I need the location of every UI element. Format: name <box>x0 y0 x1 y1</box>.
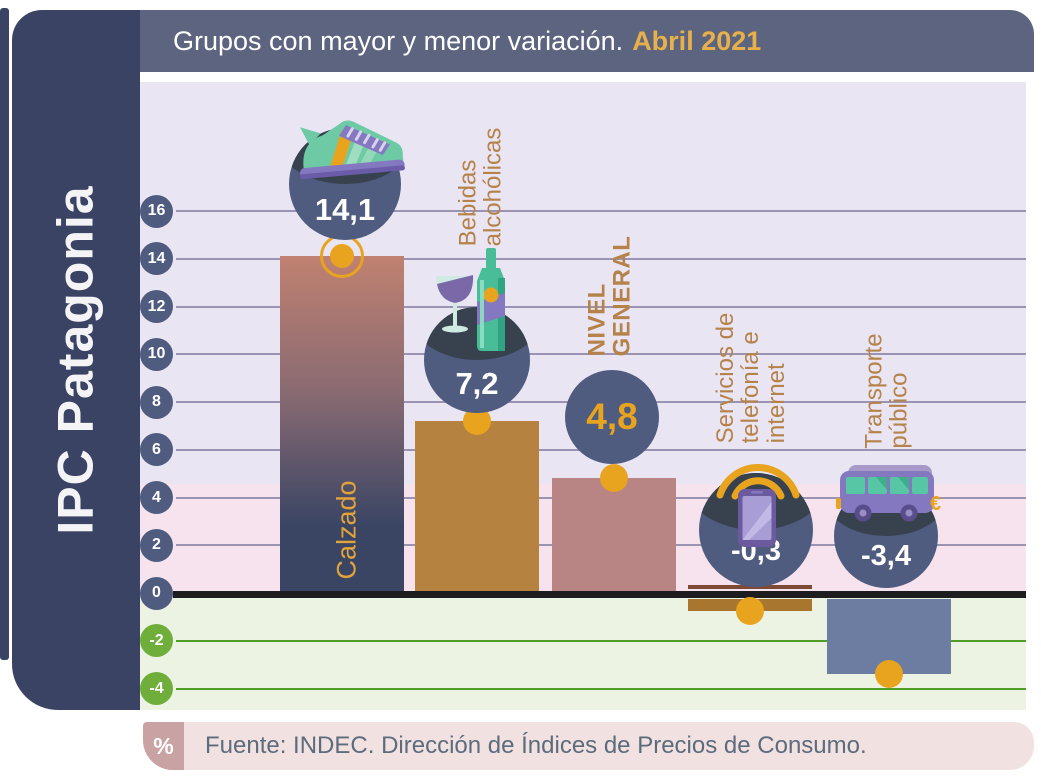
value-transporte: -3,4 <box>861 540 911 572</box>
bar-bebidas-alcoholicas <box>415 421 539 593</box>
value-calzado: 14,1 <box>314 192 376 227</box>
y-tick-10: 10 <box>140 337 173 371</box>
category-label-transporte-publico: Transporte público <box>860 333 913 449</box>
smartphone-icon <box>738 489 776 547</box>
gridline--4 <box>176 687 1026 690</box>
left-accent-strip <box>0 8 9 660</box>
y-tick-4: 4 <box>140 481 173 514</box>
y-tick-0: 0 <box>140 576 173 610</box>
marker-dot-servicios-telefonia-internet <box>736 597 764 625</box>
chart-title: Grupos con mayor y menor variación. <box>173 25 624 56</box>
bar-nivel-general <box>552 478 676 593</box>
gridline-12 <box>176 305 1026 308</box>
telefonia-bar-topline <box>688 585 812 589</box>
sidebar: IPC Patagonia <box>12 10 140 710</box>
source-text: Fuente: INDEC. Dirección de Índices de P… <box>205 732 867 759</box>
wine-bottle-glass-icon <box>436 248 505 351</box>
y-tick-14: 14 <box>140 242 173 276</box>
svg-text:€: € <box>930 493 941 515</box>
marker-dot-nivel-general <box>600 464 628 493</box>
category-label-bebidas-alcoholicas: Bebidas alcohólicas <box>454 127 507 247</box>
y-tick-6: 6 <box>140 433 173 467</box>
zero-axis-line <box>173 591 1026 598</box>
gridline-14 <box>176 257 1026 260</box>
value-circle-nivel-general: 4,8 <box>565 370 659 464</box>
gridline--2 <box>176 639 1026 642</box>
marker-dot-transporte-publico <box>875 660 903 689</box>
value-nivel-general: 4,8 <box>586 396 638 437</box>
category-label-servicios-telefonia-internet: Servicios de telefonía e internet <box>711 312 790 444</box>
chart-title-period: Abril 2021 <box>632 25 762 56</box>
category-label-nivel-general: NIVEL GENERAL <box>583 235 636 357</box>
value-bebidas: 7,2 <box>455 366 499 401</box>
sidebar-title: IPC Patagonia <box>48 185 104 535</box>
bar-calzado <box>280 256 404 593</box>
sneaker-icon <box>299 120 405 180</box>
y-tick-12: 12 <box>140 290 173 323</box>
chart-title-bar: Grupos con mayor y menor variación. Abri… <box>133 10 1034 72</box>
y-tick-8: 8 <box>140 385 173 419</box>
bus-icon: € <box>836 465 941 522</box>
y-tick-16: 16 <box>140 194 173 228</box>
gridline-16 <box>176 210 1026 212</box>
y-tick--2: -2 <box>140 624 173 658</box>
y-tick--4: -4 <box>140 672 173 705</box>
percent-badge: % <box>143 722 184 770</box>
y-tick-2: 2 <box>140 528 173 562</box>
marker-ring-core <box>330 244 354 269</box>
source-footer: % Fuente: INDEC. Dirección de Índices de… <box>143 722 1034 770</box>
gridline-10 <box>176 353 1026 356</box>
category-label-calzado: Calzado <box>331 480 362 580</box>
